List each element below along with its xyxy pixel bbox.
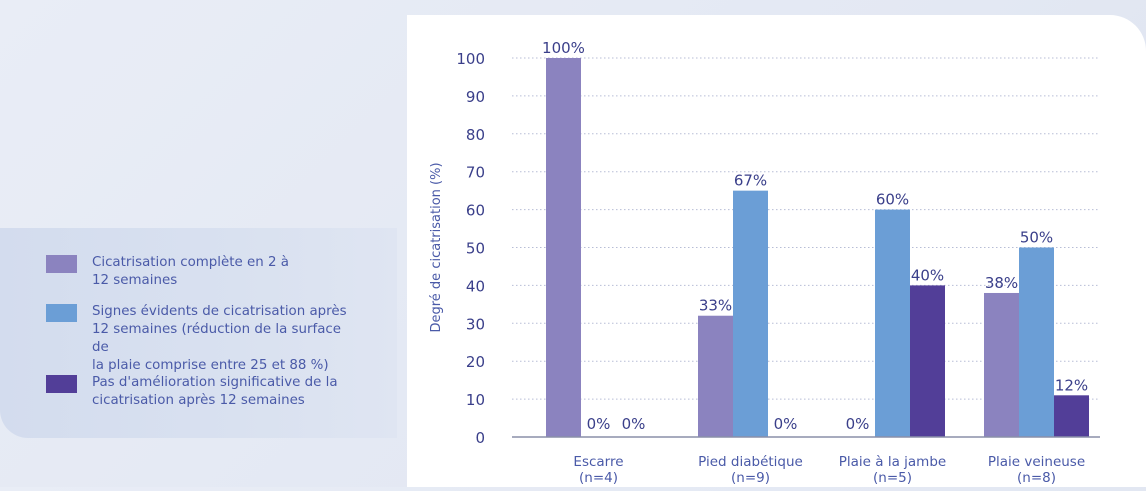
legend-item: Pas d'amélioration significative de la c… (46, 374, 360, 410)
x-tick-label: Pied diabétique (698, 454, 803, 470)
legend-swatch-signs (46, 304, 77, 322)
y-axis-label: Degré de cicatrisation (%) (429, 162, 444, 332)
y-tick-label: 90 (466, 88, 485, 106)
bar (546, 58, 581, 437)
legend-label: Cicatrisation complète en 2 à 12 semaine… (92, 255, 289, 288)
legend-item: Cicatrisation complète en 2 à 12 semaine… (46, 254, 360, 290)
data-label: 0% (774, 415, 798, 433)
x-tick-label: Plaie veineuse (988, 454, 1085, 470)
chart-card: 0 10 20 30 40 50 60 70 80 90 100 Degré de cicatrisa… (407, 15, 1146, 487)
y-tick-label: 40 (466, 277, 485, 295)
bar (733, 190, 768, 437)
y-tick-label: 60 (466, 202, 485, 220)
data-label: 0% (846, 415, 870, 433)
x-tick-label: Plaie à la jambe (839, 454, 946, 470)
data-label: 50% (1020, 229, 1053, 247)
bar (875, 209, 910, 437)
bar (984, 292, 1019, 437)
y-tick-label: 100 (456, 50, 485, 68)
bar-chart: 0 10 20 30 40 50 60 70 80 90 100 Degré de cicatrisa… (429, 39, 1100, 486)
y-tick-label: 70 (466, 164, 485, 182)
y-tick-label: 20 (466, 353, 485, 371)
bar (698, 315, 733, 437)
y-tick-label: 10 (466, 391, 485, 409)
x-tick-sublabel: (n=9) (731, 470, 770, 486)
bar (1019, 247, 1054, 437)
data-label: 100% (542, 39, 585, 57)
data-label: 0% (622, 415, 646, 433)
x-tick-label: Escarre (573, 454, 623, 470)
y-tick-label: 80 (466, 126, 485, 144)
data-label: 40% (911, 266, 944, 284)
data-label: 67% (734, 172, 767, 190)
legend-label: Pas d'amélioration significative de la c… (92, 375, 338, 408)
data-label: 0% (587, 415, 611, 433)
x-tick-sublabel: (n=8) (1017, 470, 1056, 486)
y-tick-label: 50 (466, 240, 485, 258)
y-tick-label: 30 (466, 315, 485, 333)
legend-label: Signes évidents de cicatrisation après 1… (92, 304, 347, 373)
data-label: 60% (876, 191, 909, 209)
legend-swatch-none (46, 375, 77, 393)
legend-swatch-complete (46, 255, 77, 273)
data-label: 12% (1055, 376, 1088, 394)
x-tick-sublabel: (n=4) (579, 470, 618, 486)
bar (910, 285, 945, 437)
x-tick-sublabel: (n=5) (873, 470, 912, 486)
legend-item: Signes évidents de cicatrisation après 1… (46, 303, 360, 375)
data-label: 33% (699, 297, 732, 315)
y-tick-label: 0 (475, 429, 485, 447)
data-label: 38% (985, 274, 1018, 292)
legend-panel: Cicatrisation complète en 2 à 12 semaine… (0, 228, 397, 438)
bar (1054, 395, 1089, 437)
